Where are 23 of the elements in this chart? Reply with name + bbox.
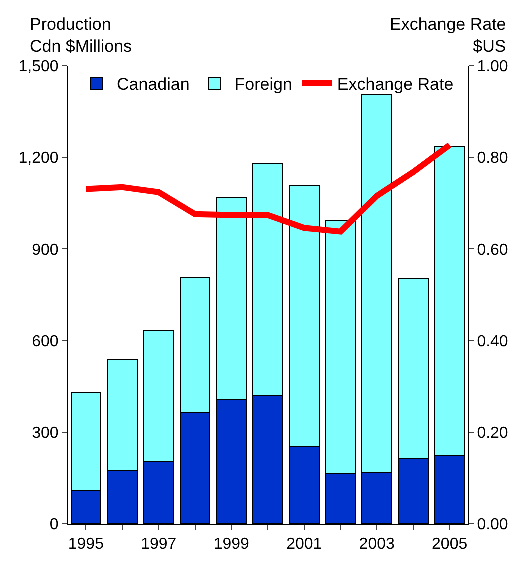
x-tick-label: 2005 [432,536,468,554]
legend-label: Exchange Rate [337,75,454,94]
y-tick-label: 1,500 [18,58,59,76]
y2-tick-label: 0.60 [477,242,508,259]
y-tick-label: 600 [32,333,59,350]
x-tick-label: 1999 [214,536,250,554]
y2-tick-label: 1.00 [477,58,508,76]
x-tick-label: 2001 [286,536,322,554]
legend-label: Canadian [117,75,190,94]
y-axis-title: Production Cdn $Millions [30,15,132,56]
y2-tick-label: 0.20 [477,425,508,442]
y2-tick-label: 0.00 [477,516,508,534]
y-tick-label: 300 [32,425,59,442]
y2-tick-label: 0.80 [477,150,508,168]
x-tick-label: 2003 [359,536,395,554]
x-tick-label: 1997 [141,536,177,554]
legend-label: Foreign [234,75,292,94]
y-tick-label: 1,200 [18,150,59,168]
y-tick-label: 0 [50,516,59,534]
x-tick-label: 1995 [68,536,104,554]
y2-axis-title: Exchange Rate $US [390,15,506,56]
y2-tick-label: 0.40 [477,333,508,350]
y-tick-label: 900 [32,242,59,259]
